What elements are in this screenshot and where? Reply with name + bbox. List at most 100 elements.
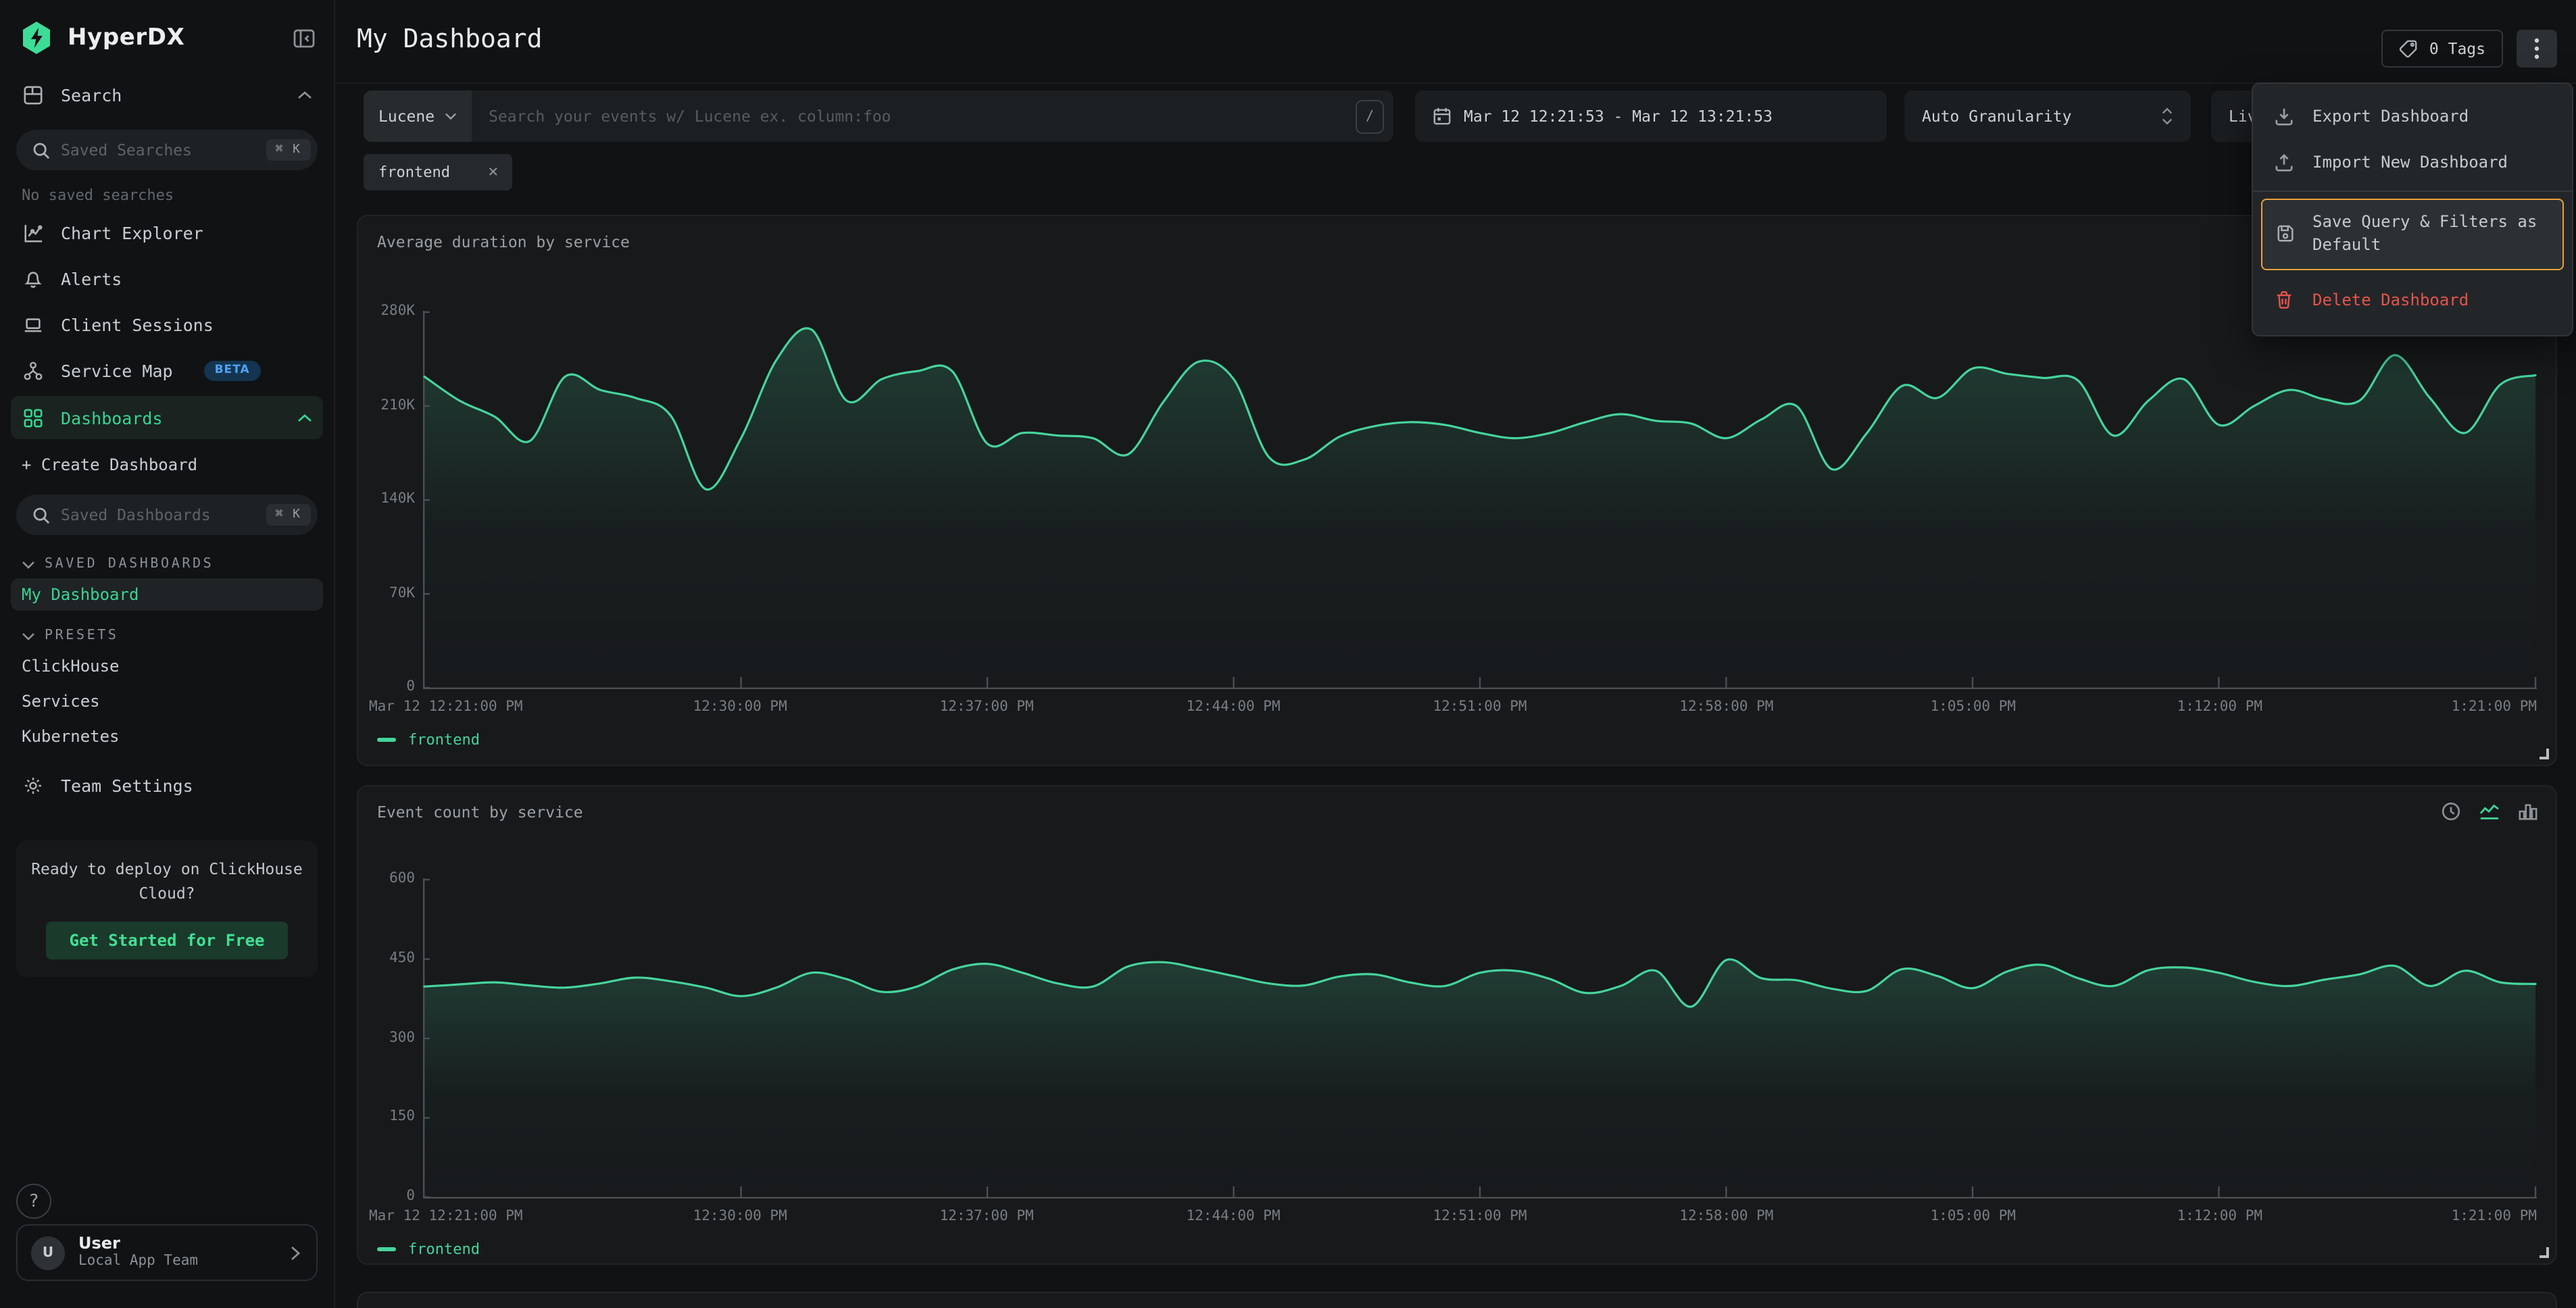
chart-panel-average-duration: Average duration by service Mar 12 12:21… [357,215,2557,766]
preset-item-clickhouse[interactable]: ClickHouse [0,649,334,684]
select-chevrons-icon [2161,107,2173,126]
section-saved-dashboards[interactable]: SAVED DASHBOARDS [0,540,334,577]
sidebar-item-alerts[interactable]: Alerts [0,255,334,301]
saved-searches-input[interactable]: Saved Searches ⌘ K [16,130,318,170]
legend-label: frontend [408,1240,480,1258]
preset-item-kubernetes[interactable]: Kubernetes [0,719,334,754]
legend-label: frontend [408,731,480,749]
filter-chip-frontend[interactable]: frontend × [364,154,512,191]
line-chart-icon[interactable] [2479,801,2500,822]
gear-icon [22,774,43,796]
close-icon[interactable]: × [488,164,499,181]
get-started-button[interactable]: Get Started for Free [47,921,288,959]
chevron-down-icon [444,112,456,120]
section-label: SAVED DASHBOARDS [45,557,214,572]
preset-item-services[interactable]: Services [0,684,334,719]
x-axis-label: 1:21:00 PM [2452,1208,2537,1224]
query-language-label: Lucene [378,107,435,126]
chevron-up-icon[interactable] [297,90,312,99]
section-presets[interactable]: PRESETS [0,612,334,649]
sidebar-item-chart-explorer[interactable]: Chart Explorer [0,209,334,255]
event-search-bar[interactable]: Lucene Search your events w/ Lucene ex. … [364,91,1393,142]
x-axis-label: 1:12:00 PM [2177,1208,2262,1224]
chevron-down-icon [22,632,35,640]
plot-area[interactable] [423,878,2537,1199]
top-bar [335,0,2576,84]
sidebar: HyperDX Search Saved Searches ⌘ K No sav… [0,0,335,1308]
saved-dashboards-placeholder: Saved Dashboards [61,505,255,524]
x-axis-label: 12:30:00 PM [693,699,787,715]
x-axis-label: Mar 12 12:21:00 PM [369,699,523,715]
sidebar-item-label: Dashboards [61,407,163,428]
shortcut-badge: ⌘ K [266,139,311,161]
line-chart-svg [423,878,2537,1199]
legend-swatch [377,738,396,742]
menu-item-label: Export Dashboard [2312,107,2469,126]
sidebar-item-label: Team Settings [61,775,193,795]
menu-item-import-dashboard[interactable]: Import New Dashboard [2253,139,2572,185]
create-dashboard-button[interactable]: + Create Dashboard [0,442,334,482]
laptop-icon [22,313,43,335]
x-axis-label: Mar 12 12:21:00 PM [369,1208,523,1224]
clickhouse-cloud-promo: Ready to deploy on ClickHouse Cloud? Get… [16,840,318,976]
sidebar-item-search[interactable]: Search [0,72,334,118]
tag-icon [2400,39,2419,58]
time-range-icon[interactable] [2441,801,2461,822]
menu-item-save-query-filters-default[interactable]: Save Query & Filters as Default [2261,199,2564,270]
logo: HyperDX [0,0,334,72]
hyperdx-logo-icon [19,20,54,55]
search-icon [32,141,50,159]
sidebar-item-label: Alerts [61,268,122,288]
query-language-select[interactable]: Lucene [364,91,471,142]
menu-item-delete-dashboard[interactable]: Delete Dashboard [2253,277,2572,323]
plot-area[interactable] [423,311,2537,689]
saved-dashboard-item-my-dashboard[interactable]: My Dashboard [11,578,323,611]
x-axis-label: 1:12:00 PM [2177,699,2262,715]
granularity-select[interactable]: Auto Granularity [1904,91,2191,142]
chart-toolbar [2441,801,2538,822]
dashboard-actions-menu: Export Dashboard Import New Dashboard Sa… [2252,82,2573,336]
sidebar-item-team-settings[interactable]: Team Settings [0,762,334,808]
sidebar-item-label: Client Sessions [61,314,214,334]
sidebar-item-service-map[interactable]: Service Map BETA [0,347,334,393]
sidebar-item-client-sessions[interactable]: Client Sessions [0,301,334,347]
bell-icon [22,268,43,289]
tags-button-label: 0 Tags [2429,39,2485,58]
shortcut-badge: ⌘ K [266,504,311,526]
beta-badge: BETA [204,360,261,380]
chart-title: Average duration by service [377,232,630,251]
chart-legend[interactable]: frontend [377,731,480,749]
sidebar-item-dashboards[interactable]: Dashboards [11,396,323,439]
tags-button[interactable]: 0 Tags [2382,30,2503,68]
x-axis-labels: Mar 12 12:21:00 PM12:30:00 PM12:37:00 PM… [423,699,2537,718]
dashboard-actions-kebab-button[interactable] [2517,30,2557,68]
saved-dashboards-input[interactable]: Saved Dashboards ⌘ K [16,495,318,535]
help-button[interactable]: ? [16,1184,51,1219]
panel-resize-handle[interactable] [2540,749,2549,759]
x-axis-label: 12:51:00 PM [1433,1208,1527,1224]
user-name: User [78,1234,198,1253]
bar-chart-icon[interactable] [2518,801,2538,822]
user-menu[interactable]: U User Local App Team [16,1224,318,1281]
menu-item-label: Import New Dashboard [2312,153,2508,172]
app-window: HyperDX Search Saved Searches ⌘ K No sav… [0,0,2576,1308]
date-range-picker[interactable]: Mar 12 12:21:53 - Mar 12 13:21:53 [1415,91,1887,142]
line-chart-svg [423,311,2537,689]
panel-resize-handle[interactable] [2540,1247,2549,1258]
next-panel-partial [357,1292,2557,1308]
search-input[interactable]: Search your events w/ Lucene ex. column:… [471,107,1356,126]
kebab-menu-icon [2534,38,2540,59]
menu-item-export-dashboard[interactable]: Export Dashboard [2253,93,2572,139]
search-icon [32,506,50,524]
x-axis-label: 12:58:00 PM [1679,1208,1773,1224]
x-axis-label: 12:44:00 PM [1187,1208,1281,1224]
y-axis-label: 600 [358,870,415,886]
x-axis-label: 1:05:00 PM [1931,699,2016,715]
collapse-sidebar-icon[interactable] [293,28,315,48]
x-axis-label: 12:37:00 PM [940,699,1034,715]
chart-panel-event-count: Event count by service Mar 12 12:21:00 P… [357,785,2557,1265]
chevron-up-icon[interactable] [297,413,312,422]
chevron-right-icon [291,1245,300,1260]
chart-legend[interactable]: frontend [377,1240,480,1258]
avatar: U [31,1236,65,1269]
